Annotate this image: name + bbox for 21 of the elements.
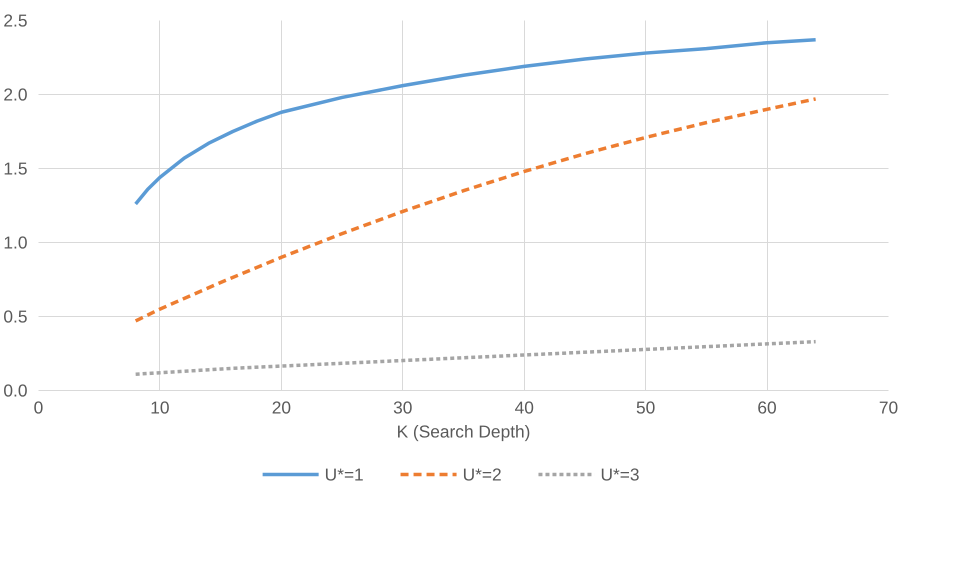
x-tick-label: 10 <box>150 398 170 418</box>
line-series <box>134 97 818 323</box>
x-tick-label: 20 <box>272 398 291 418</box>
y-tick-label: 1.0 <box>3 232 28 252</box>
line-series <box>134 38 818 206</box>
x-tick-label: 70 <box>878 398 898 418</box>
legend-label: U*=3 <box>600 464 640 484</box>
line-series <box>134 340 818 376</box>
legend-label: U*=2 <box>462 464 502 484</box>
y-tick-label: 2.0 <box>3 84 28 104</box>
legend-label: U*=1 <box>324 464 364 484</box>
y-tick-label: 1.5 <box>3 158 28 178</box>
y-tick-label: 0.0 <box>3 380 28 400</box>
x-tick-label: 60 <box>757 398 777 418</box>
y-tick-label: 0.5 <box>3 306 28 326</box>
x-tick-label: 40 <box>514 398 534 418</box>
x-tick-label: 30 <box>393 398 412 418</box>
x-tick-label: 0 <box>34 398 44 418</box>
x-tick-label: 50 <box>636 398 656 418</box>
x-axis-title: K (Search Depth) <box>396 422 530 442</box>
y-tick-label: 2.5 <box>3 10 28 30</box>
